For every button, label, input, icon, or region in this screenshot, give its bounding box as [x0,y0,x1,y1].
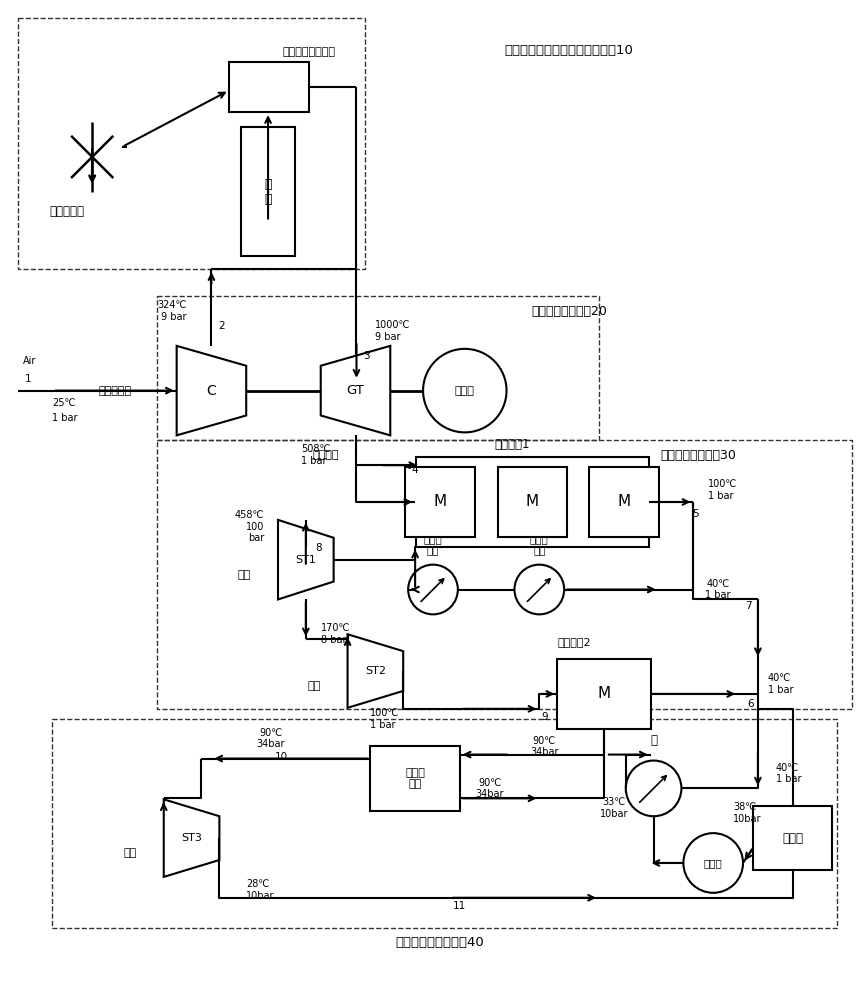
Text: 100℃
1 bar: 100℃ 1 bar [708,479,738,501]
Text: 泵: 泵 [650,734,657,747]
Text: 90℃
34bar: 90℃ 34bar [530,736,558,757]
Text: 508℃
1 bar: 508℃ 1 bar [301,444,331,466]
Circle shape [683,833,743,893]
Text: 5: 5 [692,509,699,519]
Polygon shape [321,346,391,435]
Text: 6: 6 [747,699,754,709]
Bar [241,127,295,256]
Text: 3: 3 [364,351,370,361]
Text: 40℃
1 bar: 40℃ 1 bar [706,579,731,600]
Text: 40℃
1 bar: 40℃ 1 bar [768,673,793,695]
Text: M: M [617,494,630,509]
Text: 低压给
水泵: 低压给 水泵 [530,534,549,556]
Text: 1000℃
9 bar: 1000℃ 9 bar [375,320,411,342]
Text: 透平: 透平 [123,848,137,858]
Text: 38℃
10bar: 38℃ 10bar [733,802,761,824]
Text: 40℃
1 bar: 40℃ 1 bar [776,763,801,784]
Text: 9: 9 [541,712,548,722]
Text: 余热锅炉2: 余热锅炉2 [557,637,591,647]
Text: 气液分
离器: 气液分 离器 [405,768,425,789]
Text: 空冷器: 空冷器 [704,858,722,868]
Text: ST3: ST3 [181,833,202,843]
Circle shape [515,565,564,614]
Circle shape [423,349,507,432]
Bar [753,806,832,870]
Text: 燃气轮机发电系统20: 燃气轮机发电系统20 [531,305,607,318]
Bar [405,467,475,537]
Bar [52,719,838,928]
Polygon shape [278,520,333,599]
Text: 余热锅炉1: 余热锅炉1 [495,438,530,451]
Text: 2: 2 [218,321,225,331]
Text: C: C [207,384,216,398]
Polygon shape [177,346,247,435]
Text: 170℃
8 bar: 170℃ 8 bar [321,623,350,645]
Text: M: M [433,494,446,509]
Bar [497,467,567,537]
Text: 发电机: 发电机 [455,386,475,396]
Circle shape [626,761,681,816]
Bar [157,440,852,709]
Text: ST2: ST2 [365,666,386,676]
Bar [157,296,599,440]
Polygon shape [347,634,404,708]
Text: 4: 4 [411,465,418,475]
Text: 1 bar: 1 bar [52,413,78,423]
Text: 压力空腔式接收器: 压力空腔式接收器 [282,47,335,57]
Text: 10: 10 [274,752,287,762]
Text: 33℃
10bar: 33℃ 10bar [600,797,628,819]
Bar [589,467,659,537]
Text: 324℃
9 bar: 324℃ 9 bar [157,300,187,322]
Polygon shape [164,799,220,877]
Text: 458℃
100
bar: 458℃ 100 bar [234,510,264,543]
Text: M: M [526,494,539,509]
Text: GT: GT [346,384,365,397]
Text: 25℃: 25℃ [52,398,76,408]
Text: 28℃
10bar: 28℃ 10bar [247,879,274,901]
Text: 100℃
1 bar: 100℃ 1 bar [371,708,400,730]
Text: 90℃
34bar: 90℃ 34bar [257,728,286,749]
Text: 燃气轮机: 燃气轮机 [312,450,339,460]
Text: ST1: ST1 [295,555,316,565]
Text: 透平: 透平 [307,681,321,691]
Text: 卡林那循环发电系统40: 卡林那循环发电系统40 [396,936,484,949]
Text: 透平: 透平 [238,570,251,580]
Text: 定日镜阵列: 定日镜阵列 [49,205,85,218]
Text: M: M [597,686,610,701]
Circle shape [408,565,457,614]
Bar [416,457,649,547]
Bar [17,18,365,269]
Text: 7: 7 [745,601,752,611]
Text: 高压给
水泵: 高压给 水泵 [424,534,443,556]
Text: 8: 8 [315,543,322,553]
Text: 朗肯循环发电系统30: 朗肯循环发电系统30 [661,449,736,462]
Text: Air: Air [23,356,36,366]
Bar [371,746,460,811]
Text: 11: 11 [453,901,466,911]
Text: 高
塔: 高 塔 [265,178,272,206]
Text: 1: 1 [24,374,31,384]
Text: 吸收器: 吸收器 [782,832,803,845]
Text: 空气压缩机: 空气压缩机 [99,386,132,396]
Text: 90℃
34bar: 90℃ 34bar [476,778,504,799]
Bar [556,659,651,729]
Text: 塔式太阳能加热空气的集热系统10: 塔式太阳能加热空气的集热系统10 [504,44,634,57]
Bar [229,62,309,112]
